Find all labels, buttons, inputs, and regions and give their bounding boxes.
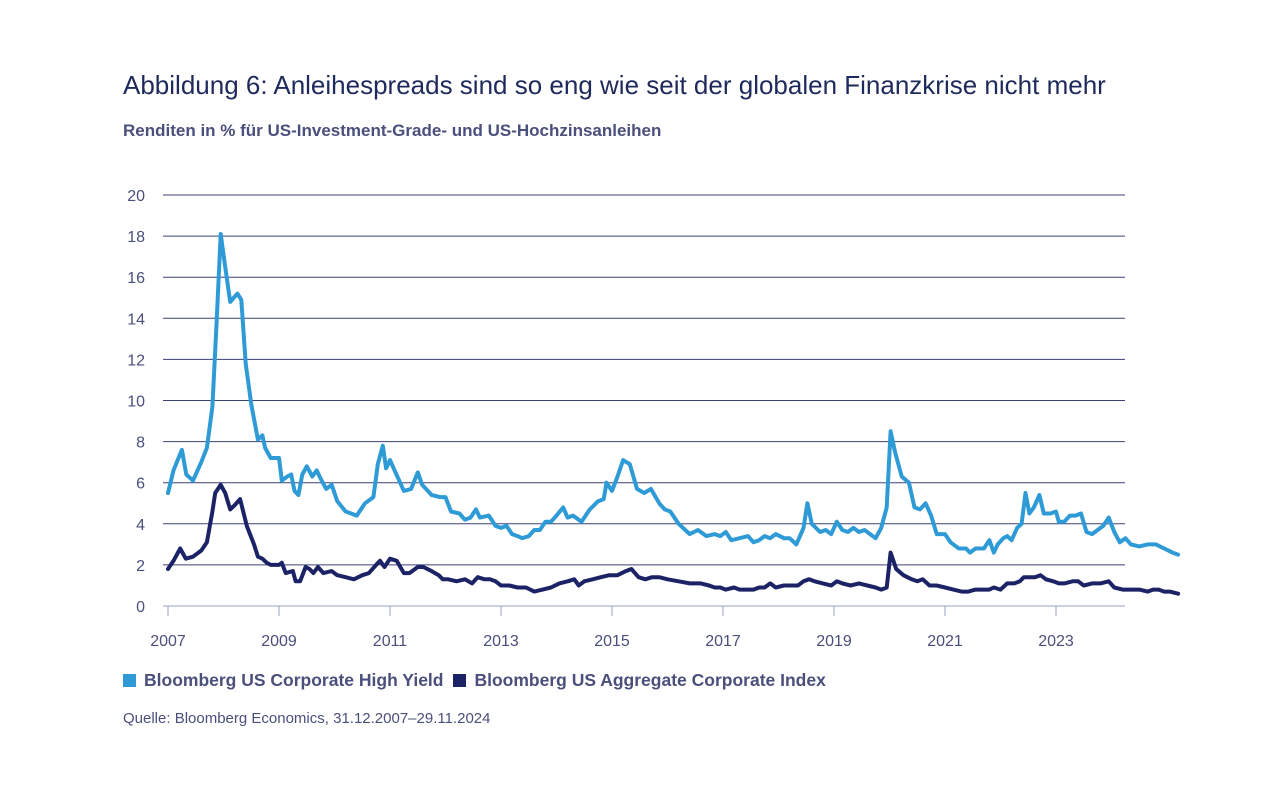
y-tick-label: 12 (127, 352, 145, 369)
x-tick-label: 2019 (816, 633, 852, 650)
legend-item-high-yield: Bloomberg US Corporate High Yield (123, 670, 443, 691)
y-tick-label: 8 (136, 435, 145, 452)
legend-swatch-high-yield (123, 674, 136, 687)
y-tick-label: 16 (127, 270, 145, 287)
legend-item-aggregate-corporate: Bloomberg US Aggregate Corporate Index (453, 670, 826, 691)
chart-title: Abbildung 6: Anleihespreads sind so eng … (123, 70, 1106, 100)
x-axis: 2007 2009 2011 2013 2015 2017 2019 2021 2023 (150, 606, 1074, 650)
y-tick-label: 0 (136, 599, 145, 616)
y-tick-label: 18 (127, 229, 145, 246)
x-tick-label: 2011 (373, 633, 408, 650)
x-tick-label: 2017 (705, 633, 741, 650)
y-axis: 0 2 4 6 8 10 12 14 16 18 20 (127, 188, 145, 616)
legend-swatch-aggregate-corporate (453, 674, 467, 687)
x-tick-label: 2009 (261, 633, 297, 650)
series-lines (166, 232, 1181, 596)
y-tick-label: 20 (127, 188, 145, 205)
y-tick-label: 10 (127, 394, 145, 411)
y-tick-label: 6 (136, 476, 145, 493)
grid-lines (163, 194, 1125, 607)
x-tick-label: 2013 (483, 633, 519, 650)
source-note: Quelle: Bloomberg Economics, 31.12.2007–… (123, 710, 491, 727)
legend: Bloomberg US Corporate High Yield Bloomb… (123, 670, 836, 691)
series-line-high-yield (166, 232, 1181, 557)
legend-label-high-yield: Bloomberg US Corporate High Yield (144, 670, 444, 690)
x-tick-label: 2023 (1038, 633, 1074, 650)
chart-subtitle: Renditen in % für US-Investment-Grade- u… (123, 121, 662, 140)
legend-label-aggregate-corporate: Bloomberg US Aggregate Corporate Index (474, 670, 826, 690)
y-tick-label: 2 (136, 558, 145, 575)
x-tick-label: 2021 (927, 633, 963, 650)
x-tick-label: 2015 (594, 633, 630, 650)
y-tick-label: 4 (136, 517, 145, 534)
series-line-aggregate-corporate (166, 482, 1181, 596)
x-tick-label: 2007 (150, 633, 186, 650)
y-tick-label: 14 (127, 311, 145, 328)
